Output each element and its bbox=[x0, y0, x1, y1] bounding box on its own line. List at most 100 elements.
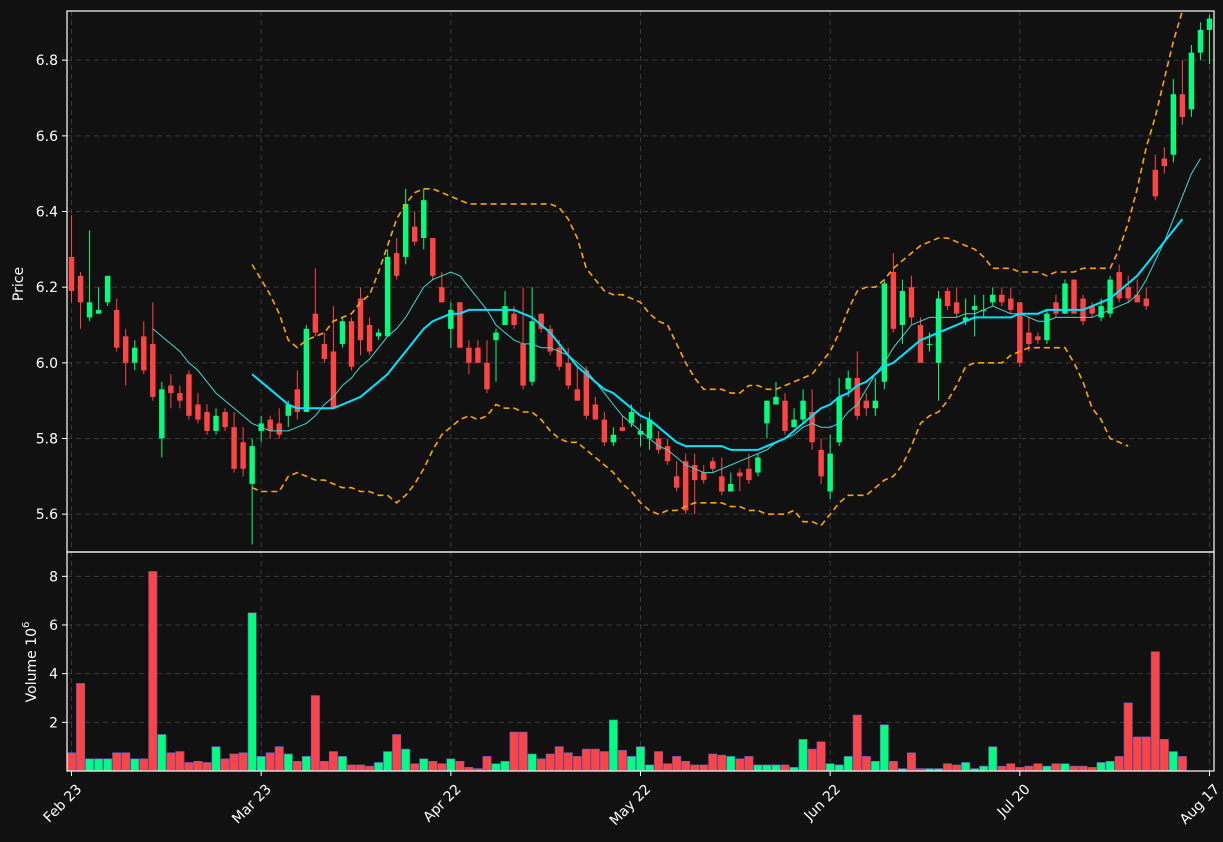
candle-body bbox=[86, 302, 93, 318]
volume-bar bbox=[518, 731, 528, 772]
candle-body bbox=[393, 253, 400, 276]
volume-bar bbox=[1051, 763, 1061, 772]
volume-bar bbox=[563, 752, 573, 772]
candle-body bbox=[77, 275, 84, 303]
candle-body bbox=[728, 483, 734, 492]
candle-body bbox=[276, 423, 282, 435]
volume-bar bbox=[166, 752, 176, 772]
price-y-tick-label: 6.4 bbox=[36, 205, 58, 221]
price-y-tick-label: 6.0 bbox=[36, 356, 58, 372]
volume-bar bbox=[536, 758, 546, 772]
candle-body bbox=[484, 362, 490, 390]
candle-body bbox=[836, 396, 842, 443]
volume-bar bbox=[807, 748, 817, 772]
candle-body bbox=[1107, 279, 1113, 314]
candle-body bbox=[773, 396, 779, 405]
candle-body bbox=[375, 332, 382, 337]
candle-body bbox=[673, 476, 680, 488]
volume-bar bbox=[599, 751, 609, 772]
volume-bar bbox=[175, 751, 185, 772]
candle-body bbox=[583, 370, 590, 416]
candle-body bbox=[448, 309, 454, 329]
volume-bar bbox=[636, 746, 645, 772]
volume-bar bbox=[1168, 751, 1178, 772]
candle-body bbox=[1035, 336, 1041, 341]
price-y-tick-label: 5.8 bbox=[36, 432, 58, 448]
volume-bar bbox=[581, 748, 591, 772]
candle-body bbox=[511, 313, 517, 326]
volume-bar bbox=[256, 756, 266, 772]
volume-bar bbox=[798, 739, 808, 772]
volume-bar bbox=[347, 764, 356, 772]
volume-bar bbox=[816, 741, 826, 772]
volume-bar bbox=[961, 762, 971, 772]
candle-body bbox=[132, 347, 138, 363]
candle-body bbox=[701, 472, 707, 481]
candle-body bbox=[1071, 279, 1077, 314]
volume-bar bbox=[67, 752, 76, 772]
volume-bar bbox=[1177, 756, 1187, 772]
volume-bar bbox=[157, 734, 167, 772]
volume-bar bbox=[1150, 651, 1160, 772]
volume-bar bbox=[1078, 765, 1088, 772]
volume-bar bbox=[292, 760, 302, 772]
candle-body bbox=[321, 343, 328, 360]
candle-body bbox=[1206, 18, 1213, 30]
volume-bar bbox=[410, 763, 420, 772]
volume-bar bbox=[608, 719, 618, 772]
candle-body bbox=[619, 427, 626, 431]
volume-bar bbox=[148, 571, 158, 772]
candle-body bbox=[1134, 294, 1140, 303]
candle-body bbox=[926, 343, 933, 345]
candle-body bbox=[204, 412, 210, 431]
candle-body bbox=[818, 449, 824, 477]
volume-bar bbox=[509, 731, 519, 772]
price-y-tick-label: 6.8 bbox=[36, 53, 58, 69]
volume-bar bbox=[654, 751, 664, 772]
candle-body bbox=[168, 385, 174, 394]
volume-bar bbox=[843, 756, 853, 772]
candle-body bbox=[285, 404, 291, 416]
volume-bar bbox=[861, 756, 871, 772]
volume-bar bbox=[392, 734, 402, 772]
candle-body bbox=[1044, 313, 1050, 341]
volume-bar bbox=[112, 752, 122, 772]
candle-body bbox=[601, 419, 608, 443]
candle-body bbox=[122, 336, 129, 363]
volume-bar bbox=[1096, 762, 1106, 772]
candle-body bbox=[1188, 52, 1195, 110]
candle-body bbox=[755, 457, 761, 473]
candle-body bbox=[430, 237, 436, 276]
volume-bar bbox=[220, 758, 230, 772]
candle-body bbox=[565, 362, 571, 386]
candle-body bbox=[845, 377, 851, 390]
candle-body bbox=[384, 256, 391, 337]
candle-body bbox=[746, 468, 752, 481]
volume-bar bbox=[193, 760, 203, 772]
volume-bar bbox=[627, 756, 636, 772]
volume-bar bbox=[500, 760, 510, 772]
candle-body bbox=[1098, 306, 1104, 318]
moving-average-slow-line bbox=[251, 218, 1184, 451]
candle-body bbox=[177, 393, 183, 401]
volume-bar bbox=[771, 764, 781, 772]
candle-body bbox=[1152, 169, 1159, 197]
volume-bar bbox=[446, 758, 456, 772]
volume-bar bbox=[94, 758, 104, 772]
volume-axis-label-exponent: 6 bbox=[21, 622, 32, 628]
price-axis-label: Price bbox=[11, 267, 27, 301]
candle-body bbox=[402, 203, 409, 257]
volume-bar bbox=[184, 762, 194, 772]
volume-bar bbox=[590, 748, 600, 772]
volume-bar bbox=[1042, 765, 1052, 772]
candle-body bbox=[439, 287, 445, 303]
candle-body bbox=[357, 298, 364, 341]
volume-bar bbox=[1069, 765, 1079, 772]
volume-bar bbox=[383, 751, 393, 772]
volume-y-tick-label: 8 bbox=[49, 569, 58, 585]
candle-body bbox=[1116, 272, 1122, 299]
volume-bar bbox=[1006, 763, 1016, 772]
volume-y-tick-label: 4 bbox=[49, 667, 58, 683]
candle-body bbox=[764, 400, 770, 424]
candle-body bbox=[303, 328, 310, 413]
